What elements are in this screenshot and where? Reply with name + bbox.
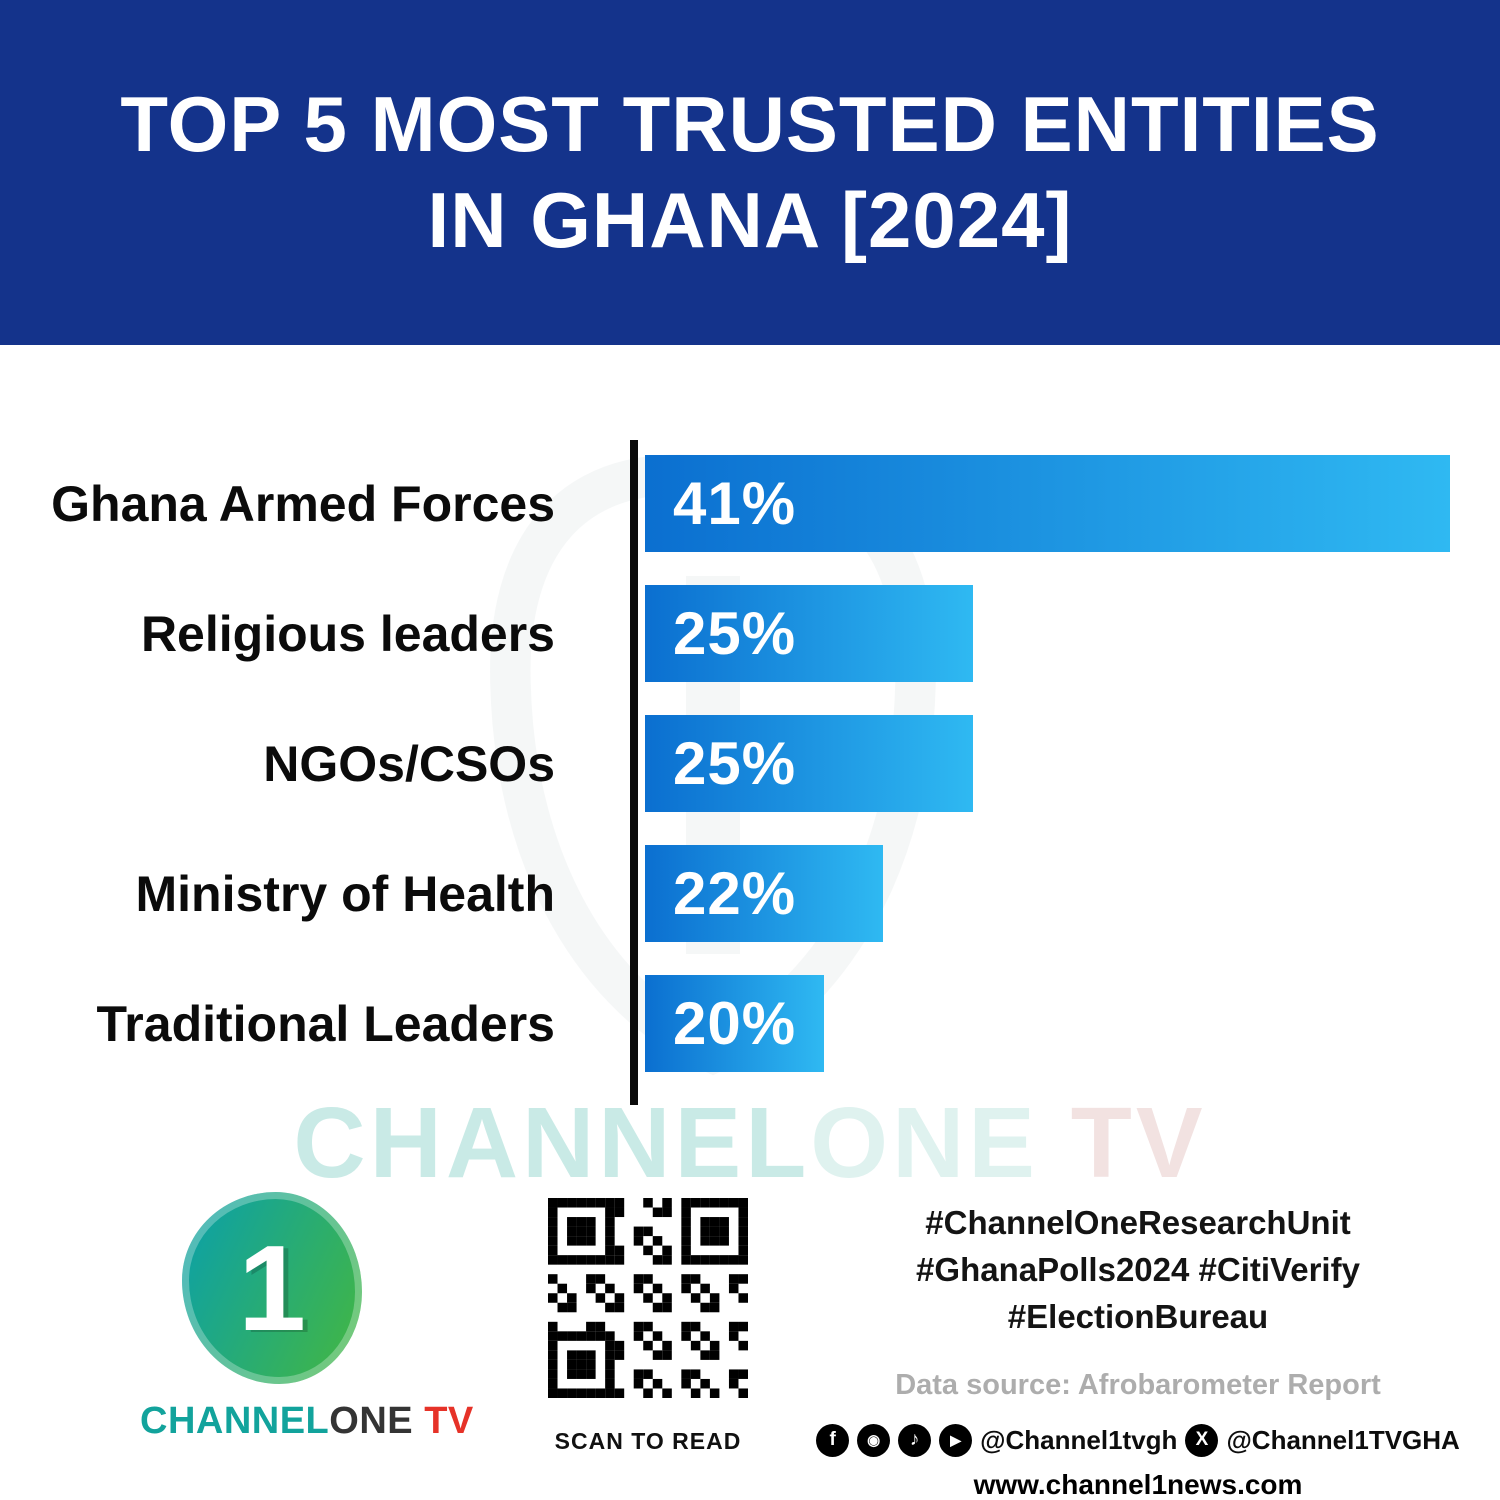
bar-track: 25% — [645, 585, 1450, 682]
hashtag-line-3: #ElectionBureau — [1007, 1297, 1269, 1335]
bar-row: Ministry of Health 22% — [0, 845, 1450, 942]
bar-value: 41% — [673, 470, 797, 537]
bar-track: 20% — [645, 975, 1450, 1072]
wordmark-tv: TV — [413, 1400, 474, 1442]
website-url: www.channel1news.com — [973, 1468, 1303, 1500]
facebook-icon: f — [816, 1423, 850, 1457]
bar-value: 25% — [673, 600, 797, 667]
bar-value: 22% — [673, 860, 797, 927]
footer-right-block: #ChannelOneResearchUnit #GhanaPolls2024 … — [816, 1200, 1460, 1500]
bar-value: 20% — [673, 990, 797, 1057]
bar: 25% — [645, 715, 973, 812]
bar-track: 41% — [645, 455, 1450, 552]
youtube-icon: ▶ — [939, 1423, 973, 1457]
social-handle-x: @Channel1TVGHA — [1226, 1424, 1460, 1455]
chart-rows: Ghana Armed Forces 41% Religious leaders… — [0, 455, 1450, 1105]
bar: 22% — [645, 845, 884, 942]
bar-label: NGOs/CSOs — [263, 735, 555, 792]
social-handle-primary: @Channel1tvgh — [980, 1424, 1178, 1455]
hashtag-line-1: #ChannelOneResearchUnit — [925, 1204, 1351, 1241]
bar-value: 25% — [673, 730, 797, 797]
qr-code — [548, 1198, 748, 1398]
hashtag-line-2: #GhanaPolls2024 #CitiVerify — [916, 1250, 1360, 1288]
qr-caption: SCAN TO READ — [554, 1428, 742, 1454]
bar-row: NGOs/CSOs 25% — [0, 715, 1450, 812]
bar-label: Religious leaders — [140, 605, 555, 662]
bar: 25% — [645, 585, 973, 682]
bar-row: Religious leaders 25% — [0, 585, 1450, 682]
wordmark-one: ONE — [329, 1400, 414, 1442]
logo-numeral: 1 — [238, 1220, 306, 1356]
data-source-note: Data source: Afrobarometer Report — [895, 1368, 1381, 1401]
title-line-1: TOP 5 MOST TRUSTED ENTITIES — [120, 80, 1380, 169]
bar-label: Ministry of Health — [135, 865, 555, 922]
logo-wordmark: CHANNELONE TV — [140, 1400, 474, 1443]
bar-track: 22% — [645, 845, 1450, 942]
page-title: TOP 5 MOST TRUSTED ENTITIES IN GHANA [20… — [120, 77, 1379, 267]
bar-label: Ghana Armed Forces — [51, 475, 555, 532]
channel-one-logo: 1 — [182, 1192, 362, 1384]
bar: 41% — [645, 455, 1450, 552]
instagram-icon: ◉ — [857, 1423, 891, 1457]
wordmark-channel: CHANNEL — [140, 1400, 330, 1442]
tiktok-icon: ♪ — [898, 1423, 932, 1457]
qr-code-svg — [548, 1198, 748, 1398]
header-banner: TOP 5 MOST TRUSTED ENTITIES IN GHANA [20… — [0, 0, 1500, 345]
x-icon: X — [1185, 1423, 1219, 1457]
bar-track: 25% — [645, 715, 1450, 812]
bar-row: Ghana Armed Forces 41% — [0, 455, 1450, 552]
social-row: f ◉ ♪ ▶ @Channel1tvgh X @Channel1TVGHA — [816, 1423, 1460, 1457]
bar: 20% — [645, 975, 824, 1072]
bar-row: Traditional Leaders 20% — [0, 975, 1450, 1072]
chart-axis-line — [630, 440, 638, 1105]
title-line-2: IN GHANA [2024] — [427, 175, 1073, 264]
bar-label: Traditional Leaders — [96, 995, 555, 1052]
